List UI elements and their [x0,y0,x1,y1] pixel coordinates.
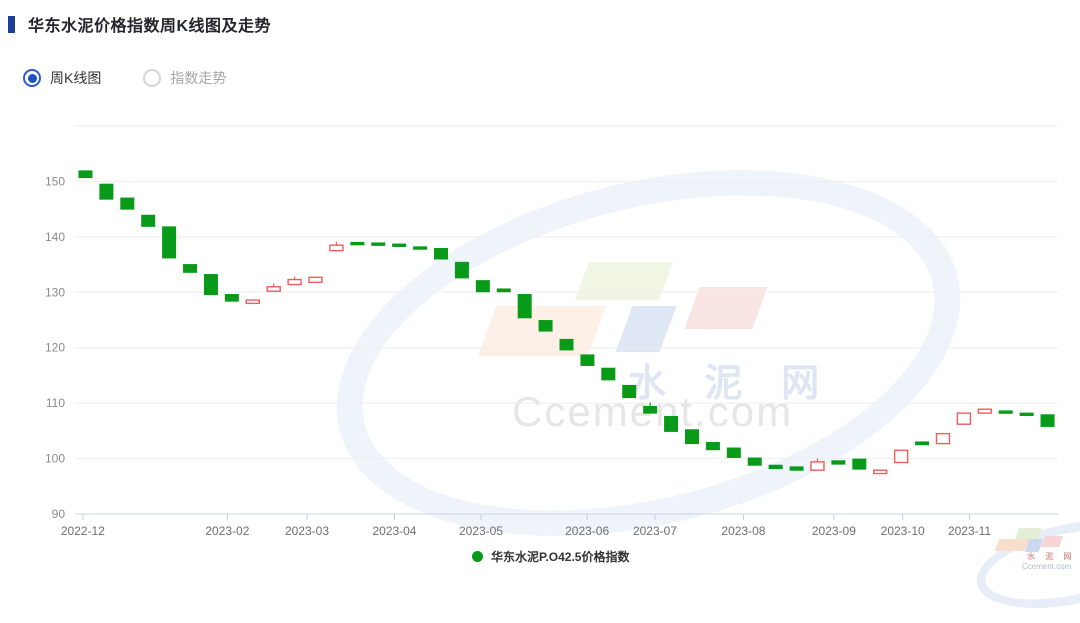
candle[interactable] [1019,412,1034,417]
candle[interactable] [517,294,532,319]
y-tick-label: 130 [45,285,65,299]
corner-logo-brand-text: 水 泥 网 [1027,552,1076,561]
candle[interactable] [893,449,909,464]
candle[interactable] [580,354,595,366]
page-header: 华东水泥价格指数周K线图及走势 [8,12,271,36]
candle[interactable] [308,276,323,284]
candles[interactable] [78,170,1055,475]
candle[interactable] [538,320,553,332]
radio-index-trend[interactable]: 指数走势 [143,68,226,88]
candle[interactable] [392,243,407,247]
x-tick-label: 2023-03 [285,524,329,538]
y-tick-label: 110 [46,396,65,410]
y-tick-label: 140 [45,230,65,244]
candlestick-chart-canvas[interactable]: 90 100 110 120 130 140 150 2022-12 2023-02 2023-0… [0,0,1080,580]
title-accent-bar [8,15,15,33]
candle[interactable] [705,441,720,451]
x-tick-label: 2023-06 [565,524,609,538]
x-tick-label: 2023-07 [633,524,677,538]
legend-label: 华东水泥P.O42.5价格指数 [491,550,630,564]
candle[interactable] [99,183,114,200]
candle[interactable] [935,432,951,445]
candle[interactable] [141,214,156,227]
candle[interactable] [78,170,93,179]
radio-index-trend-label: 指数走势 [170,70,227,86]
chart-legend[interactable]: 华东水泥P.O42.5价格指数 [472,548,629,565]
candle[interactable] [120,197,135,210]
candle[interactable] [643,405,658,414]
page-title: 华东水泥价格指数周K线图及走势 [28,18,272,35]
candle[interactable] [350,241,365,246]
candle[interactable] [454,261,469,279]
x-tick-label: 2023-05 [459,524,503,538]
candle[interactable] [371,242,386,246]
y-tick-label: 150 [45,174,65,188]
x-tick-label: 2023-10 [881,524,925,538]
x-tick-label: 2023-04 [372,524,416,538]
legend-marker-icon [472,551,483,562]
candle[interactable] [1040,414,1055,427]
watermark-brand-text: 水 泥 网 [628,363,834,405]
candle[interactable] [622,384,637,399]
candle[interactable] [915,441,930,446]
y-axis-labels: 90 100 110 120 130 140 150 [45,174,65,521]
candle[interactable] [162,226,177,259]
candle[interactable] [684,429,699,445]
candle[interactable] [726,447,741,458]
candle[interactable] [413,246,428,250]
candle[interactable] [475,280,490,293]
candle[interactable] [956,412,972,425]
gridlines [75,125,1058,515]
candle[interactable] [183,264,198,273]
x-tick-label: 2023-11 [948,524,991,538]
candle[interactable] [873,469,888,475]
candle[interactable] [789,466,804,471]
radio-weekly-kline[interactable]: 周K线图 [23,68,101,88]
candle[interactable] [496,288,511,293]
x-tick-label: 2023-09 [812,524,856,538]
candle[interactable] [329,244,344,252]
candle[interactable] [998,410,1013,414]
radio-weekly-kline-label: 周K线图 [50,70,102,86]
candle[interactable] [224,294,239,302]
candle[interactable] [768,464,783,470]
y-tick-label: 120 [45,341,65,355]
radio-selected-icon [23,69,41,87]
candle[interactable] [245,299,260,305]
candle[interactable] [747,457,762,466]
candle[interactable] [559,338,574,351]
x-tick-label: 2023-08 [721,524,765,538]
candle[interactable] [810,461,825,471]
x-tick-label: 2022-12 [61,524,105,538]
candle[interactable] [287,278,302,286]
radio-unselected-icon [143,69,162,87]
candle[interactable] [601,367,616,381]
candle[interactable] [434,247,449,260]
candle[interactable] [203,274,218,296]
chart-type-radio-group: 周K线图 指数走势 [23,68,268,88]
candle[interactable] [852,458,867,470]
y-tick-label: 90 [52,507,66,521]
candle[interactable] [977,408,992,414]
x-tick-label: 2023-02 [205,524,249,538]
y-tick-label: 100 [45,452,65,466]
candle[interactable] [831,460,846,465]
x-axis: 2022-12 2023-02 2023-03 2023-04 2023-05 2023-… [61,513,1058,538]
corner-logo-domain-text: Ccement.com [1022,562,1072,571]
candle[interactable] [266,286,281,292]
candle[interactable] [664,415,679,432]
